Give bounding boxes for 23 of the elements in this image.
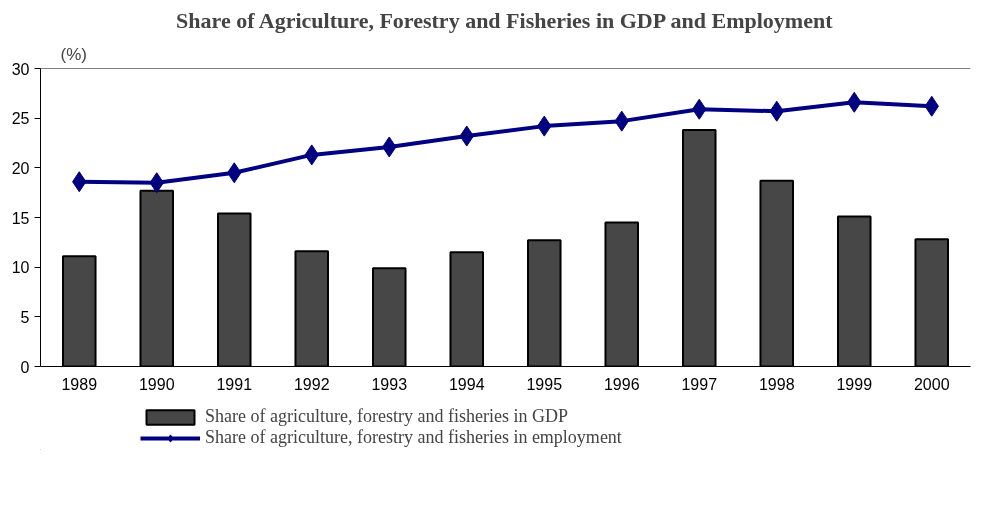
x-tick-label: 1993 (371, 375, 408, 393)
x-tick-label: 1989 (61, 375, 98, 393)
x-tick-label: 1995 (526, 375, 563, 393)
y-tick-label: 0 (20, 358, 30, 376)
y-axis-title: (%) (60, 44, 87, 64)
x-tick-label: 1998 (758, 375, 795, 393)
chart-title: Share of Agriculture, Forestry and Fisheries in GDP and Employment (176, 7, 834, 33)
y-tick-label: 15 (11, 209, 30, 227)
x-tick-label: 1990 (138, 375, 175, 393)
y-tick-label: 25 (11, 110, 30, 128)
x-tick-label: 1996 (603, 375, 640, 393)
legend-label: Share of agriculture, forestry and fisheries in employment (205, 427, 622, 448)
x-tick-label: 2000 (913, 375, 950, 393)
y-tick-label: 10 (11, 259, 30, 277)
x-tick-label: 1994 (448, 375, 485, 393)
y-tick-label: 20 (11, 159, 30, 177)
y-tick-label: 30 (11, 60, 30, 78)
legend-label: Share of agriculture, forestry and fisheries in GDP (205, 406, 568, 427)
y-tick-label: 5 (20, 308, 30, 326)
x-tick-label: 1992 (293, 375, 330, 393)
x-tick-label: 1999 (836, 375, 873, 393)
x-tick-label: 1991 (216, 375, 253, 393)
x-tick-label: 1997 (681, 375, 718, 393)
